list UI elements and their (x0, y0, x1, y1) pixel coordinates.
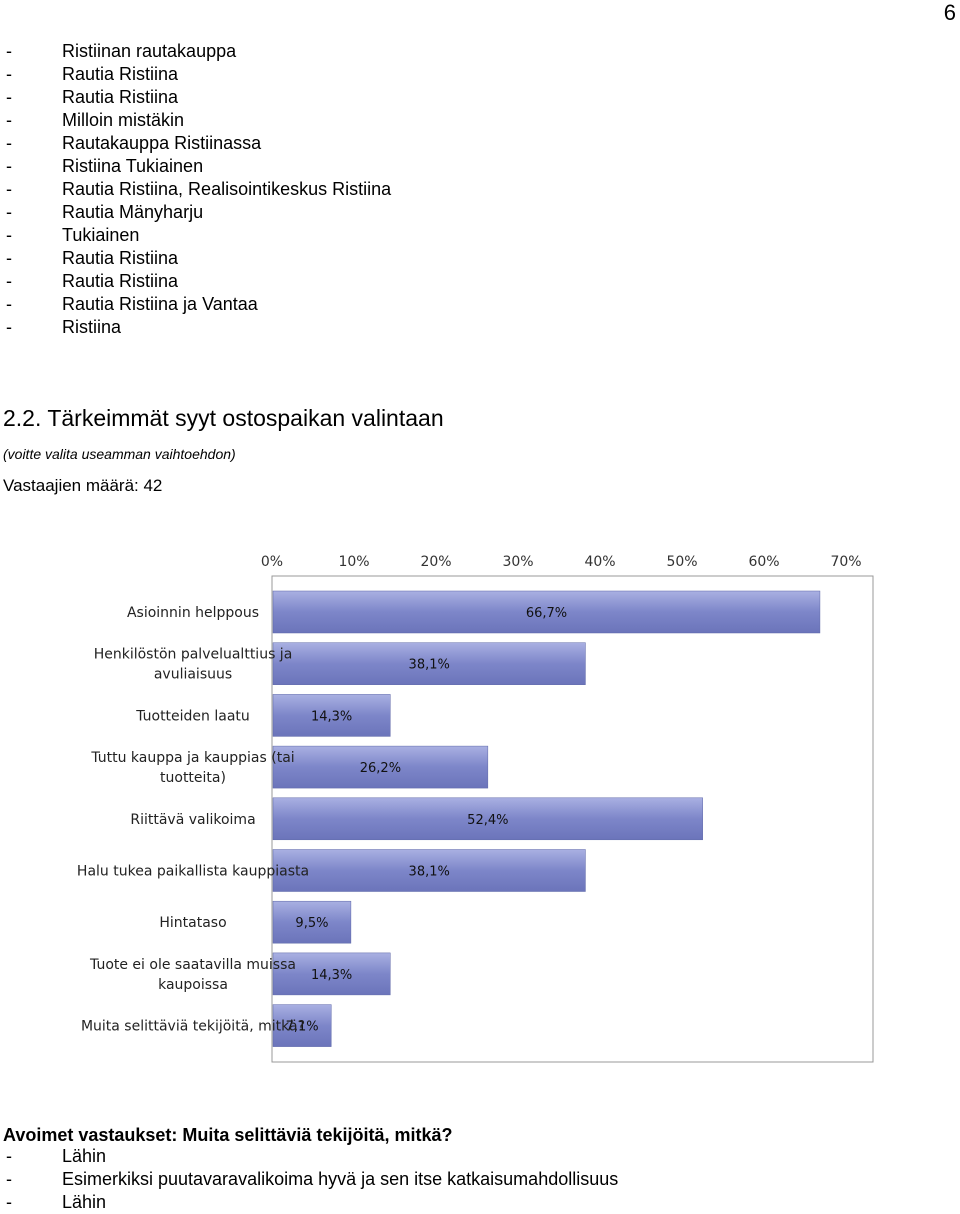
respondent-count: Vastaajien määrä: 42 (3, 476, 163, 495)
bar-value-label: 52,4% (467, 813, 508, 828)
bar (272, 745, 489, 789)
category-label: Muita selittäviä tekijöitä, mitkä? (81, 1019, 305, 1035)
bar-value-label: 38,1% (409, 658, 450, 673)
list-item: - Lähin (6, 1192, 107, 1212)
x-tick-label: 50% (666, 554, 697, 570)
bar (272, 797, 703, 841)
section-title: 2.2. Tärkeimmät syyt ostospaikan valinta… (3, 405, 444, 431)
bar (272, 849, 586, 892)
category-label: Asioinnin helppous (127, 605, 259, 621)
bar-value-label: 14,3% (311, 709, 352, 724)
category-label: Tuttu kauppa ja kauppias (tai (90, 750, 294, 766)
bar-value-label: 9,5% (295, 916, 328, 931)
list-item: - Rautakauppa Ristiinassa (6, 133, 262, 153)
category-label: tuotteita) (160, 770, 226, 786)
category-label: Halu tukea paikallista kauppiasta (77, 864, 309, 880)
list-item: - Lähin (6, 1146, 107, 1166)
bar (272, 590, 821, 634)
category-label: Henkilöstön palvelualttius ja (94, 647, 293, 663)
category-label: kaupoissa (158, 977, 228, 993)
bar (272, 642, 586, 685)
x-tick-label: 0% (261, 554, 283, 570)
x-tick-label: 70% (830, 554, 861, 570)
bar (272, 900, 352, 944)
bar (272, 1004, 332, 1047)
list-item: - Tukiainen (6, 225, 140, 245)
bar-chart: 0% 10% 20% 30% 40% 50% 60% 70% 66,7% Asioinnin h… (77, 554, 874, 1063)
x-tick-label: 20% (420, 554, 451, 570)
bar-value-label: 66,7% (526, 606, 567, 621)
category-label: avuliaisuus (154, 667, 232, 683)
x-tick-label: 40% (584, 554, 615, 570)
open-answers-title: Avoimet vastaukset: Muita selittäviä tek… (3, 1125, 453, 1145)
bar (272, 952, 391, 996)
section-note: (voitte valita useamman vaihtoehdon) (3, 446, 236, 462)
bar-value-label: 38,1% (409, 865, 450, 880)
x-tick-label: 60% (748, 554, 779, 570)
list-item: - Rautia Ristiina (6, 271, 179, 291)
list-item: - Ristiina Tukiainen (6, 156, 204, 176)
list-item: - Esimerkiksi puutavaravalikoima hyvä ja … (6, 1169, 619, 1189)
bar (272, 694, 391, 737)
x-tick-label: 30% (502, 554, 533, 570)
category-label: Tuote ei ole saatavilla muissa (89, 957, 296, 973)
list-item: - Rautia Mänyharju (6, 202, 204, 222)
bar-value-label: 26,2% (360, 761, 401, 776)
list-item: - Milloin mistäkin (6, 110, 185, 130)
list-item: - Ristiinan rautakauppa (6, 41, 237, 61)
list-item: - Rautia Ristiina (6, 64, 179, 84)
list-item: - Rautia Ristiina ja Vantaa (6, 294, 258, 314)
category-label: Hintataso (159, 915, 226, 931)
list-item: - Rautia Ristiina (6, 248, 179, 268)
list-item: - Rautia Ristiina (6, 87, 179, 107)
open-answers-list: - Lähin - Esimerkiksi puutavaravalikoima h… (6, 1145, 618, 1214)
page-number: 6 (943, 0, 956, 25)
x-tick-label: 10% (338, 554, 369, 570)
bar-value-label: 14,3% (311, 968, 352, 983)
list-item: - Rautia Ristiina, Realisointikeskus Rist… (6, 179, 392, 199)
store-list: - Ristiinan rautakauppa - Rautia Ristiina … (6, 40, 391, 339)
list-item: - Ristiina (6, 317, 122, 337)
bar-value-label: 7,1% (286, 1020, 319, 1035)
category-label: Riittävä valikoima (130, 812, 255, 828)
category-label: Tuotteiden laatu (135, 708, 250, 724)
